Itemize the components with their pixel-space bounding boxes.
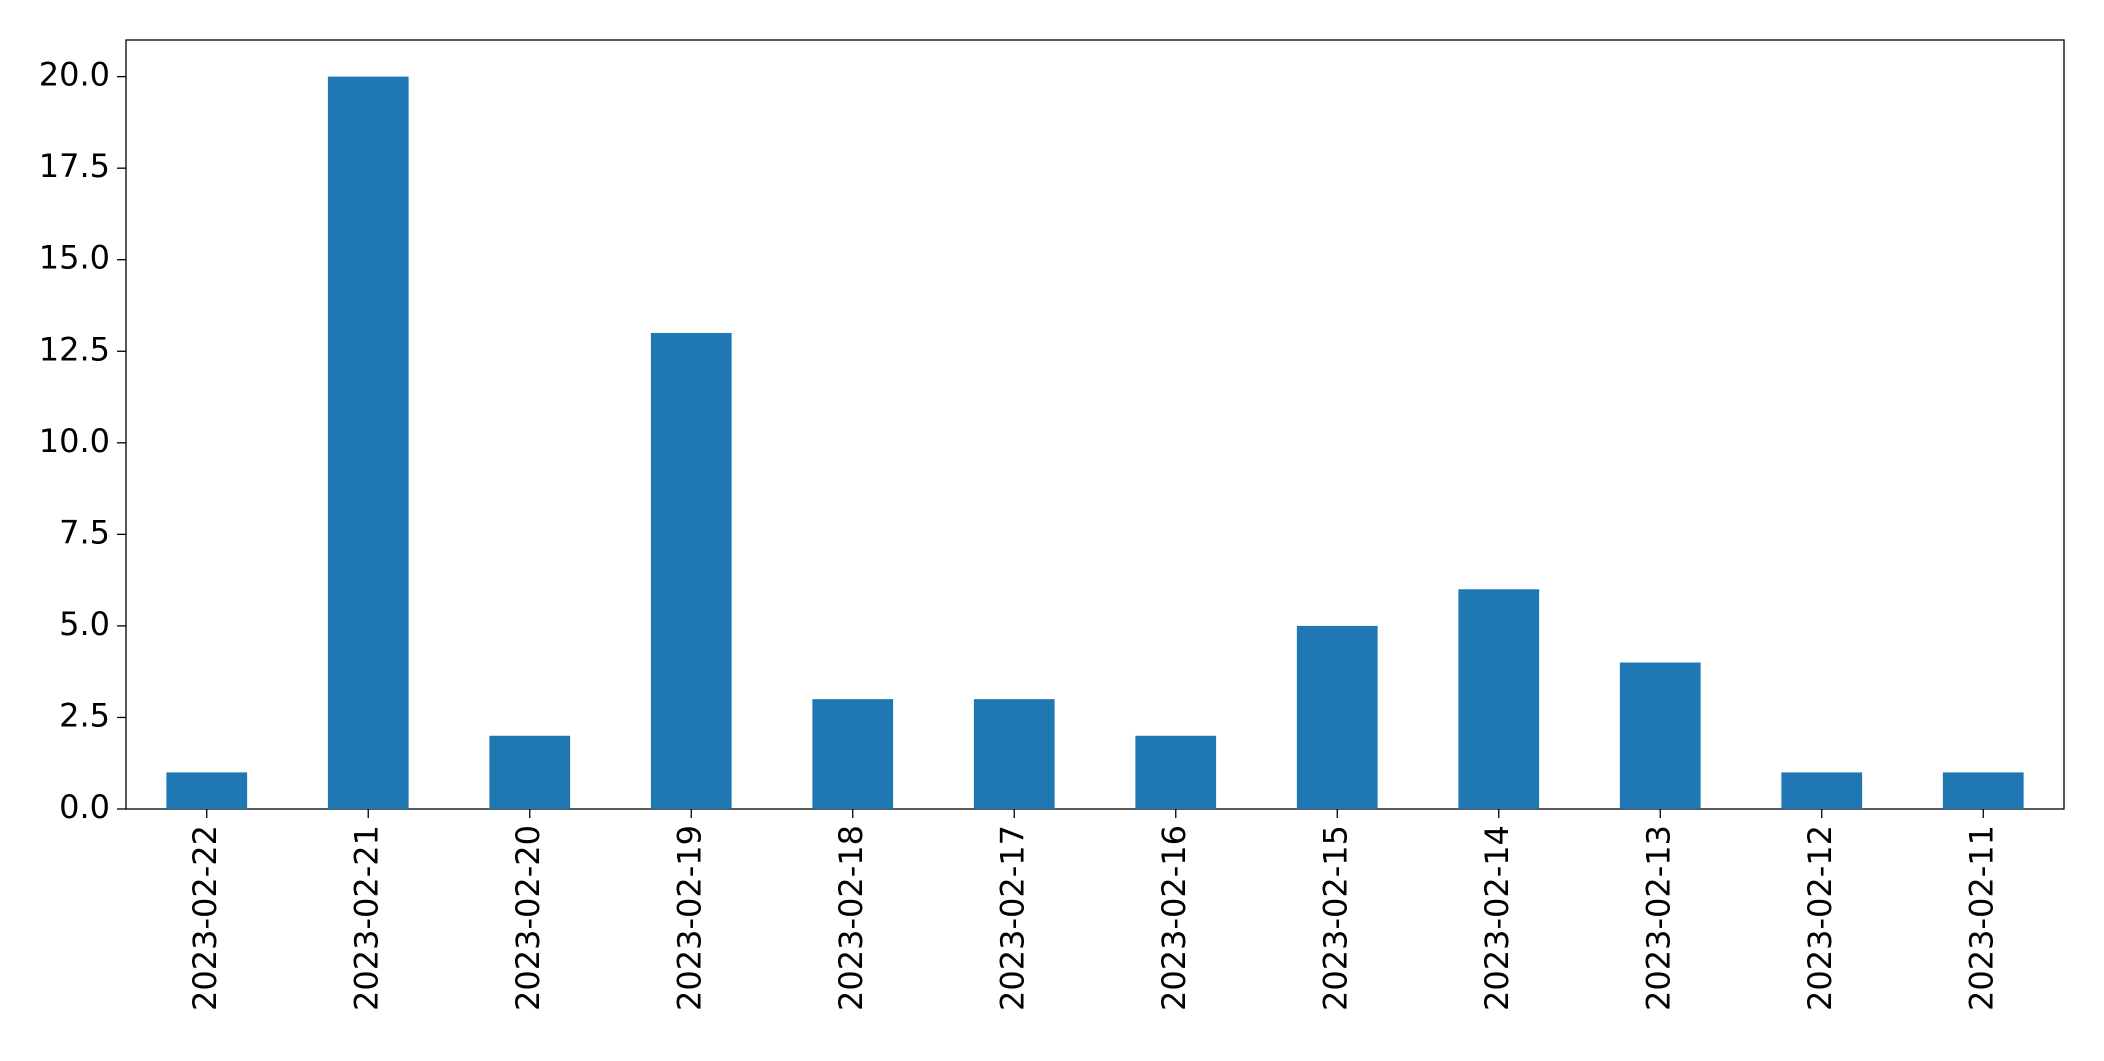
x-tick-label: 2023-02-19 [670, 825, 708, 1011]
bar [327, 76, 409, 810]
y-tick-label: 17.5 [39, 147, 110, 185]
y-tick-label: 12.5 [39, 330, 110, 368]
bar [812, 699, 894, 809]
bar [1135, 735, 1217, 809]
bar [650, 332, 732, 809]
bar [1619, 662, 1701, 809]
y-tick-label: 7.5 [59, 513, 110, 551]
y-tick-label: 5.0 [59, 605, 110, 643]
bar [1296, 625, 1378, 809]
x-tick-label: 2023-02-16 [1155, 825, 1193, 1011]
x-tick-label: 2023-02-17 [993, 825, 1031, 1011]
y-tick-label: 2.5 [59, 696, 110, 734]
x-tick-label: 2023-02-13 [1639, 825, 1677, 1011]
y-tick-label: 0.0 [59, 788, 110, 826]
x-tick-label: 2023-02-21 [347, 825, 385, 1011]
x-tick-label: 2023-02-15 [1316, 825, 1354, 1011]
plot-frame [125, 39, 2065, 810]
bar [489, 735, 571, 809]
bar [1458, 589, 1540, 809]
bar [166, 772, 248, 809]
x-tick-label: 2023-02-12 [1801, 825, 1839, 1011]
bar [973, 699, 1055, 809]
x-tick-label: 2023-02-11 [1962, 825, 2000, 1011]
x-tick-label: 2023-02-14 [1478, 825, 1516, 1011]
x-tick-label: 2023-02-22 [186, 825, 224, 1011]
bar [1942, 772, 2024, 809]
y-tick-label: 15.0 [39, 239, 110, 277]
bar [1781, 772, 1863, 809]
x-tick-label: 2023-02-18 [832, 825, 870, 1011]
y-tick-label: 10.0 [39, 422, 110, 460]
y-tick-label: 20.0 [39, 56, 110, 94]
x-tick-label: 2023-02-20 [509, 825, 547, 1011]
